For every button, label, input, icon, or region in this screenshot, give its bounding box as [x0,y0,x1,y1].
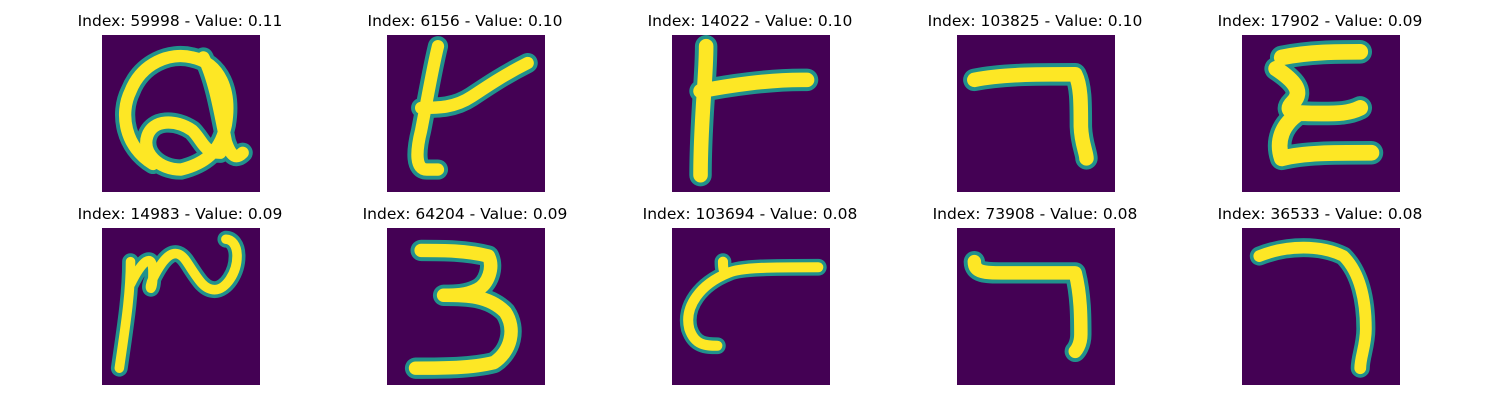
glyph-image [387,228,545,385]
glyph-image [387,35,545,192]
cell-title: Index: 6156 - Value: 0.10 [367,12,563,30]
glyph-three [404,239,522,379]
glyph-stem-with-bar [689,35,819,187]
glyph-curved-hook [679,253,827,355]
glyph-stacked-e [1264,40,1384,171]
glyph-image [957,228,1115,385]
glyph-seven-like [963,63,1098,170]
cell-title: Index: 73908 - Value: 0.08 [932,205,1138,223]
cell-title: Index: 14983 - Value: 0.09 [77,205,283,223]
glyph-image [672,35,830,192]
glyph-image [102,228,260,385]
glyph-image [1242,228,1400,385]
cell-title: Index: 14022 - Value: 0.10 [647,12,853,30]
glyph-looped-a [115,45,253,180]
glyph-arc-seven [1249,238,1376,378]
cell-title: Index: 103694 - Value: 0.08 [642,205,858,223]
glyph-stem-with-branch [407,36,538,180]
glyph-image [957,35,1115,192]
cell-title: Index: 103825 - Value: 0.10 [927,12,1143,30]
glyph-image [1242,35,1400,192]
cell-title: Index: 17902 - Value: 0.09 [1217,12,1423,30]
glyph-image [672,228,830,385]
glyph-image [102,35,260,192]
cell-title: Index: 59998 - Value: 0.11 [77,12,283,30]
cell-title: Index: 36533 - Value: 0.08 [1217,205,1423,223]
cell-title: Index: 64204 - Value: 0.09 [362,205,568,223]
glyph-wavy-stroke [110,230,246,377]
glyph-seven-like-2 [963,250,1092,363]
